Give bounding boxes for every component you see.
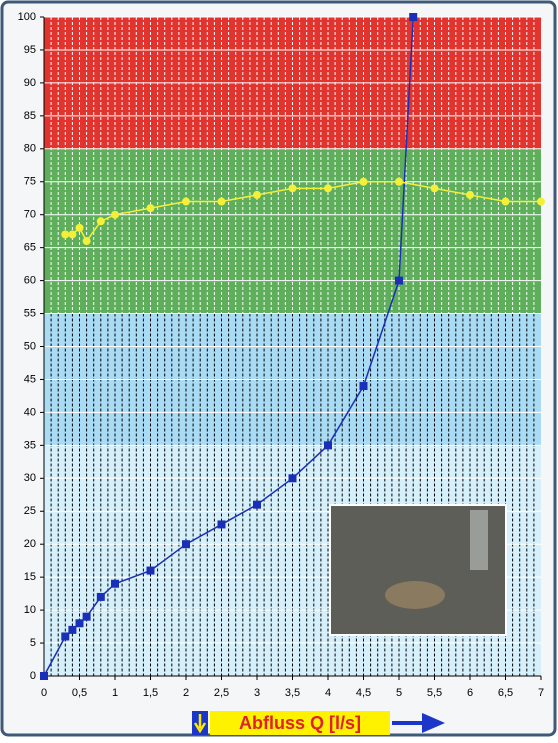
x-axis-label: Abfluss Q [l/s] <box>239 713 361 733</box>
point <box>253 190 261 199</box>
point <box>253 500 261 509</box>
point <box>324 184 332 193</box>
point <box>61 230 70 239</box>
point <box>182 197 190 206</box>
x-tick-label: 5,5 <box>427 687 442 699</box>
x-tick-label: 5 <box>396 687 402 699</box>
y-tick-label: 90 <box>24 77 36 89</box>
y-tick-label: 100 <box>18 11 36 23</box>
point <box>430 184 439 193</box>
point <box>359 382 368 391</box>
right-arrow <box>392 712 445 734</box>
point <box>466 190 474 199</box>
point <box>96 217 105 226</box>
band <box>44 148 541 314</box>
y-tick-label: 70 <box>24 209 36 221</box>
x-tick-label: 2,5 <box>214 687 229 699</box>
y-tick-label: 30 <box>24 472 36 484</box>
point <box>61 632 70 641</box>
y-tick-label: 0 <box>30 670 36 682</box>
point <box>217 197 226 206</box>
y-tick-label: 15 <box>24 571 36 583</box>
y-tick-label: 60 <box>24 275 36 287</box>
point <box>146 204 155 213</box>
photo-detail <box>470 510 488 570</box>
point <box>96 592 105 601</box>
x-tick-label: 0,5 <box>72 687 87 699</box>
x-tick-label: 6,5 <box>498 687 513 699</box>
y-tick-label: 20 <box>24 538 36 550</box>
point <box>182 540 190 549</box>
point <box>68 625 77 634</box>
x-tick-label: 0 <box>41 687 47 699</box>
x-tick-label: 1,5 <box>143 687 158 699</box>
label-box <box>210 711 390 735</box>
point <box>40 672 48 680</box>
x-tick-label: 3,5 <box>285 687 300 699</box>
point <box>82 237 91 246</box>
point <box>537 197 545 206</box>
point <box>75 619 84 628</box>
y-tick-label: 5 <box>30 637 36 649</box>
point <box>146 566 155 575</box>
x-tick-label: 6 <box>467 687 473 699</box>
x-tick-label: 1 <box>112 687 118 699</box>
y-tick-label: 25 <box>24 505 36 517</box>
point <box>217 520 226 529</box>
y-tick-label: 95 <box>24 44 36 56</box>
photo-detail <box>385 581 445 609</box>
y-tick-label: 65 <box>24 242 36 254</box>
y-tick-label: 50 <box>24 340 36 352</box>
y-tick-label: 75 <box>24 176 36 188</box>
x-tick-label: 4 <box>325 687 331 699</box>
y-tick-label: 35 <box>24 439 36 451</box>
down-arrow <box>193 714 207 734</box>
y-tick-label: 40 <box>24 406 36 418</box>
x-tick-label: 4,5 <box>356 687 371 699</box>
x-tick-label: 3 <box>254 687 260 699</box>
y-tick-label: 80 <box>24 143 36 155</box>
y-tick-label: 85 <box>24 110 36 122</box>
point <box>288 474 297 483</box>
point <box>82 612 91 621</box>
y-tick-label: 55 <box>24 307 36 319</box>
point <box>501 197 510 206</box>
point <box>111 579 119 588</box>
point <box>395 177 403 186</box>
point <box>75 223 84 232</box>
point <box>359 177 368 186</box>
point <box>324 441 332 450</box>
x-tick-label: 2 <box>183 687 189 699</box>
point <box>409 13 418 21</box>
x-tick-label: 7 <box>538 687 544 699</box>
point <box>288 184 297 193</box>
point <box>111 210 119 219</box>
point <box>395 276 403 285</box>
y-tick-label: 45 <box>24 373 36 385</box>
y-tick-label: 10 <box>24 604 36 616</box>
point <box>68 230 77 239</box>
